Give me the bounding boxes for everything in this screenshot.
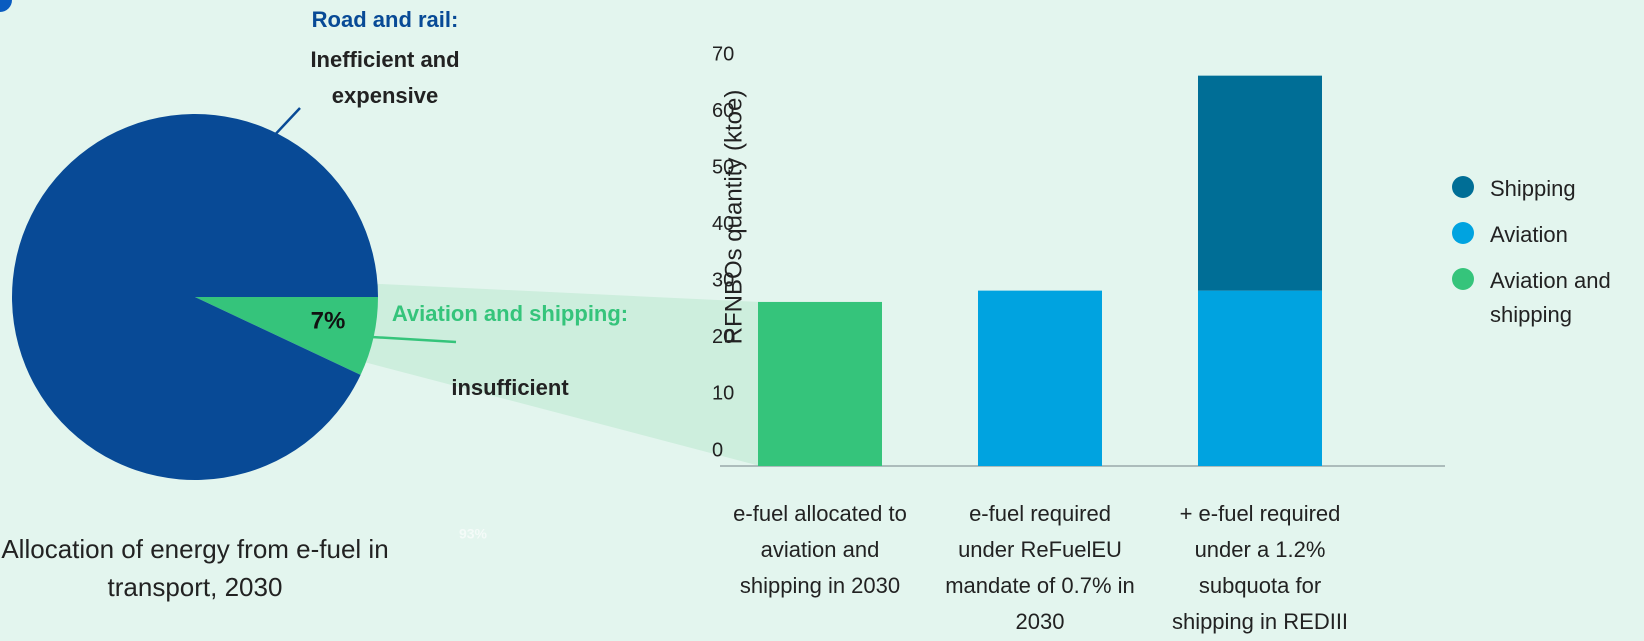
- bar-segment: [1198, 75, 1322, 291]
- y-tick-label: 0: [712, 439, 723, 461]
- pie-description: Inefficient and expensive: [310, 47, 460, 108]
- y-axis-title: RFNBOs quantity (ktoe): [720, 90, 747, 345]
- y-tick-label: 20: [712, 326, 734, 348]
- pie-title: Allocation of energy from e-fuel in tran…: [1, 534, 389, 602]
- x-tick-label: e-fuel required under ReFuelEU mandate o…: [945, 501, 1135, 634]
- y-tick-label: 70: [712, 43, 734, 65]
- y-tick-label: 40: [712, 213, 734, 235]
- x-tick-label: + e-fuel required under a 1.2% subquota …: [1171, 501, 1349, 634]
- y-tick-label: 60: [712, 100, 734, 122]
- legend-swatch: [1452, 222, 1474, 244]
- legend-label: Aviation and shipping: [1490, 268, 1611, 327]
- pie-category: Aviation and shipping:: [392, 301, 628, 326]
- pie-description: insufficient: [451, 375, 569, 400]
- bar-segment: [758, 301, 882, 466]
- decoration: [0, 0, 12, 12]
- slice-label: 7%: [311, 307, 346, 334]
- legend-swatch: [1452, 176, 1474, 198]
- pie-slice: [11, 113, 378, 480]
- x-tick-label: e-fuel allocated to aviation and shippin…: [733, 501, 907, 598]
- y-tick-label: 30: [712, 270, 734, 292]
- legend-label: Aviation: [1490, 222, 1568, 247]
- legend-swatch: [1452, 268, 1474, 290]
- pie-slice: [195, 297, 378, 375]
- bar-segment: [1198, 290, 1322, 466]
- pie-category: Road and rail:: [312, 7, 459, 32]
- slice-label: 93%: [459, 526, 488, 542]
- bar-segment: [978, 290, 1102, 466]
- y-tick-label: 50: [712, 156, 734, 178]
- y-tick-label: 10: [712, 383, 734, 405]
- legend-label: Shipping: [1490, 176, 1576, 201]
- connector: [345, 283, 760, 466]
